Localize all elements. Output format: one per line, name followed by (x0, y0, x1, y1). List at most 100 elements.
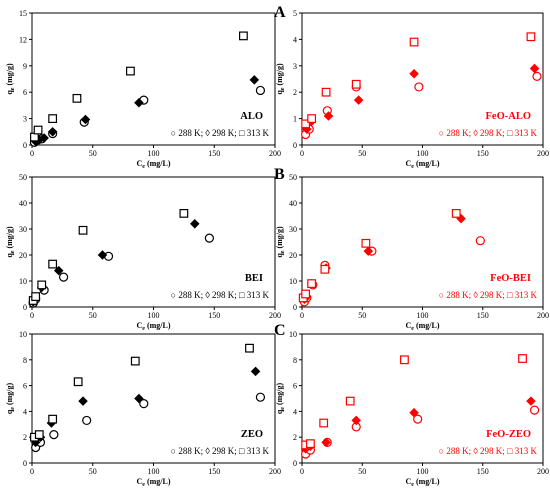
y-tick-label: 0 (293, 141, 297, 150)
x-tick-label: 0 (300, 467, 304, 476)
marker-313k-square (307, 114, 317, 124)
y-axis-label: qe (mg/g) (5, 226, 16, 258)
marker-298k-diamond (250, 366, 261, 377)
marker-313k-square (351, 79, 361, 89)
y-tick-label: 0 (23, 459, 27, 468)
x-tick-label: 100 (148, 149, 160, 158)
marker-288k-circle (82, 415, 92, 426)
legend-text: ○ 288 K; ◊ 298 K; □ 313 K (439, 446, 538, 456)
legend-text: ○ 288 K; ◊ 298 K; □ 313 K (439, 128, 538, 138)
marker-288k-circle (414, 82, 424, 92)
marker-313k-square (37, 280, 47, 290)
y-tick-label: 6 (23, 382, 27, 391)
marker-298k-diamond (353, 95, 364, 105)
plot-frame (31, 176, 276, 308)
y-tick-label: 6 (293, 382, 297, 391)
y-tick-label: 30 (19, 225, 27, 234)
x-tick-label: 50 (89, 149, 97, 158)
marker-298k-diamond (363, 246, 374, 256)
marker-298k-diamond (529, 63, 540, 74)
marker-313k-square (130, 356, 140, 366)
marker-298k-diamond (134, 393, 144, 404)
y-tick-label: 4 (293, 407, 297, 416)
marker-288k-circle (255, 392, 266, 402)
marker-288k-circle (532, 71, 542, 81)
y-tick-label: 4 (23, 407, 27, 416)
y-tick-label: 2 (293, 88, 297, 97)
marker-313k-square (73, 377, 83, 387)
y-tick-label: 10 (19, 277, 27, 286)
y-tick-label: 0 (23, 141, 27, 150)
marker-313k-square (518, 354, 527, 363)
panel-feo-alo: 0 50 100 150 200 0 1 2 3 4 5 Ce (mg/L) qe (mg/g) FeO-… (275, 9, 549, 170)
x-axis-label: Ce (mg/L) (136, 159, 170, 170)
panel-alo: 0 50 100 150 200 0 3 6 9 12 15 Ce (mg/L) qe (mg/g) AL… (5, 9, 281, 170)
x-axis-label: Ce (mg/L) (405, 321, 439, 332)
y-tick-label: 1 (293, 115, 297, 124)
x-tick-label: 200 (269, 311, 281, 320)
x-tick-label: 0 (30, 311, 34, 320)
y-tick-label: 8 (23, 356, 27, 365)
x-tick-label: 0 (30, 467, 34, 476)
y-tick-label: 10 (289, 330, 297, 339)
y-tick-label: 2 (23, 433, 27, 442)
x-axis-label: Ce (mg/L) (136, 477, 170, 488)
marker-313k-square (239, 31, 248, 41)
x-tick-label: 50 (358, 467, 366, 476)
plot-frame (301, 176, 544, 308)
marker-298k-diamond (526, 396, 536, 406)
x-tick-label: 200 (537, 467, 549, 476)
x-tick-label: 150 (477, 467, 489, 476)
marker-313k-square (78, 225, 88, 235)
marker-313k-square (48, 259, 58, 269)
panel-letter-c: C (274, 322, 286, 339)
x-tick-label: 200 (537, 149, 549, 158)
marker-288k-circle (204, 233, 214, 243)
marker-298k-diamond (134, 97, 144, 108)
y-tick-label: 40 (289, 199, 297, 208)
y-tick-label: 10 (19, 330, 27, 339)
x-tick-label: 0 (300, 311, 304, 320)
y-tick-label: 5 (293, 9, 297, 18)
x-tick-label: 0 (30, 149, 34, 158)
marker-298k-diamond (78, 396, 88, 406)
panel-zeo: 0 50 100 150 200 0 2 4 6 8 10 Ce (mg/L) qe (mg/g) ZEO… (5, 330, 281, 488)
marker-313k-square (400, 355, 409, 365)
legend-text: ○ 288 K; ◊ 298 K; □ 313 K (171, 290, 270, 300)
x-axis-label: Ce (mg/L) (136, 321, 170, 332)
x-tick-label: 200 (269, 149, 281, 158)
plot-frame (31, 12, 276, 146)
x-tick-label: 100 (417, 149, 429, 158)
marker-298k-diamond (39, 133, 49, 143)
y-tick-label: 3 (293, 62, 297, 71)
panel-name-label: FeO-ZEO (486, 429, 531, 440)
y-axis-label: qe (mg/g) (275, 226, 286, 258)
marker-298k-diamond (409, 407, 419, 418)
marker-298k-diamond (47, 127, 58, 137)
marker-313k-square (126, 66, 135, 76)
legend-text: ○ 288 K; ◊ 298 K; □ 313 K (171, 128, 270, 138)
marker-288k-circle (255, 85, 266, 96)
x-tick-label: 150 (208, 311, 220, 320)
marker-313k-square (409, 37, 419, 47)
marker-313k-square (526, 32, 536, 42)
marker-288k-circle (139, 399, 149, 409)
y-tick-label: 8 (293, 356, 297, 365)
x-tick-label: 50 (358, 149, 366, 158)
marker-313k-square (307, 279, 317, 288)
marker-298k-diamond (80, 114, 91, 125)
y-tick-label: 4 (293, 35, 297, 44)
legend-text: ○ 288 K; ◊ 298 K; □ 313 K (171, 446, 270, 456)
y-tick-label: 50 (289, 173, 297, 182)
marker-313k-square (31, 292, 41, 301)
x-tick-label: 100 (417, 467, 429, 476)
panel-feo-bei: 0 50 100 150 200 0 10 20 30 40 50 Ce (mg/L) qe (mg/g… (275, 173, 549, 332)
legend-text: ○ 288 K; ◊ 298 K; □ 313 K (439, 290, 538, 300)
marker-313k-square (361, 238, 371, 248)
marker-288k-circle (475, 236, 485, 246)
x-tick-label: 200 (269, 467, 281, 476)
y-axis-label: qe (mg/g) (5, 63, 16, 95)
x-tick-label: 0 (300, 149, 304, 158)
marker-298k-diamond (409, 68, 419, 79)
